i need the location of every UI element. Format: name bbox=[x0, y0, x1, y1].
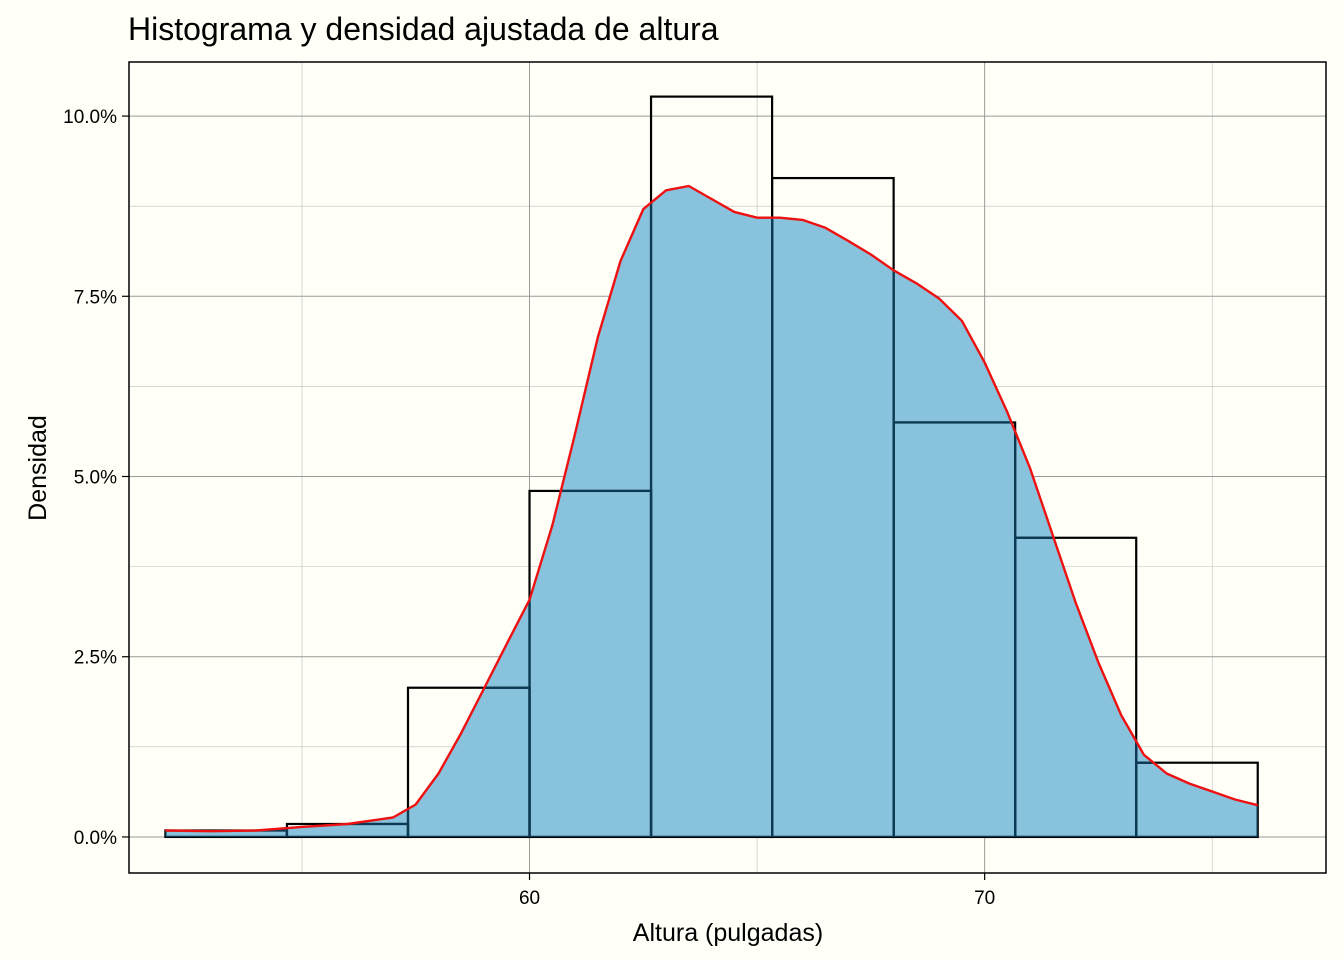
y-axis-ticks: 0.0% 2.5% 5.0% 7.5% 10.0% bbox=[63, 107, 129, 849]
density-curve bbox=[165, 184, 1258, 833]
chart-title: Histograma y densidad ajustada de altura bbox=[128, 11, 719, 47]
y-tick-label: 5.0% bbox=[74, 468, 117, 489]
y-tick-label: 10.0% bbox=[63, 107, 117, 128]
y-axis-label: Densidad bbox=[24, 415, 52, 521]
plot-panel-border bbox=[128, 61, 1327, 874]
x-axis-label: Altura (pulgadas) bbox=[633, 919, 823, 947]
x-axis-ticks: 60 70 bbox=[519, 873, 995, 909]
density-fill bbox=[165, 186, 1258, 837]
y-tick-label: 0.0% bbox=[74, 828, 117, 849]
x-tick-label: 60 bbox=[519, 888, 540, 909]
histogram-bars bbox=[164, 95, 1259, 839]
x-tick-label: 70 bbox=[974, 888, 995, 909]
y-tick-label: 7.5% bbox=[74, 287, 117, 308]
density-line bbox=[165, 184, 1258, 833]
y-tick-label: 2.5% bbox=[74, 648, 117, 669]
density-area bbox=[165, 186, 1258, 837]
